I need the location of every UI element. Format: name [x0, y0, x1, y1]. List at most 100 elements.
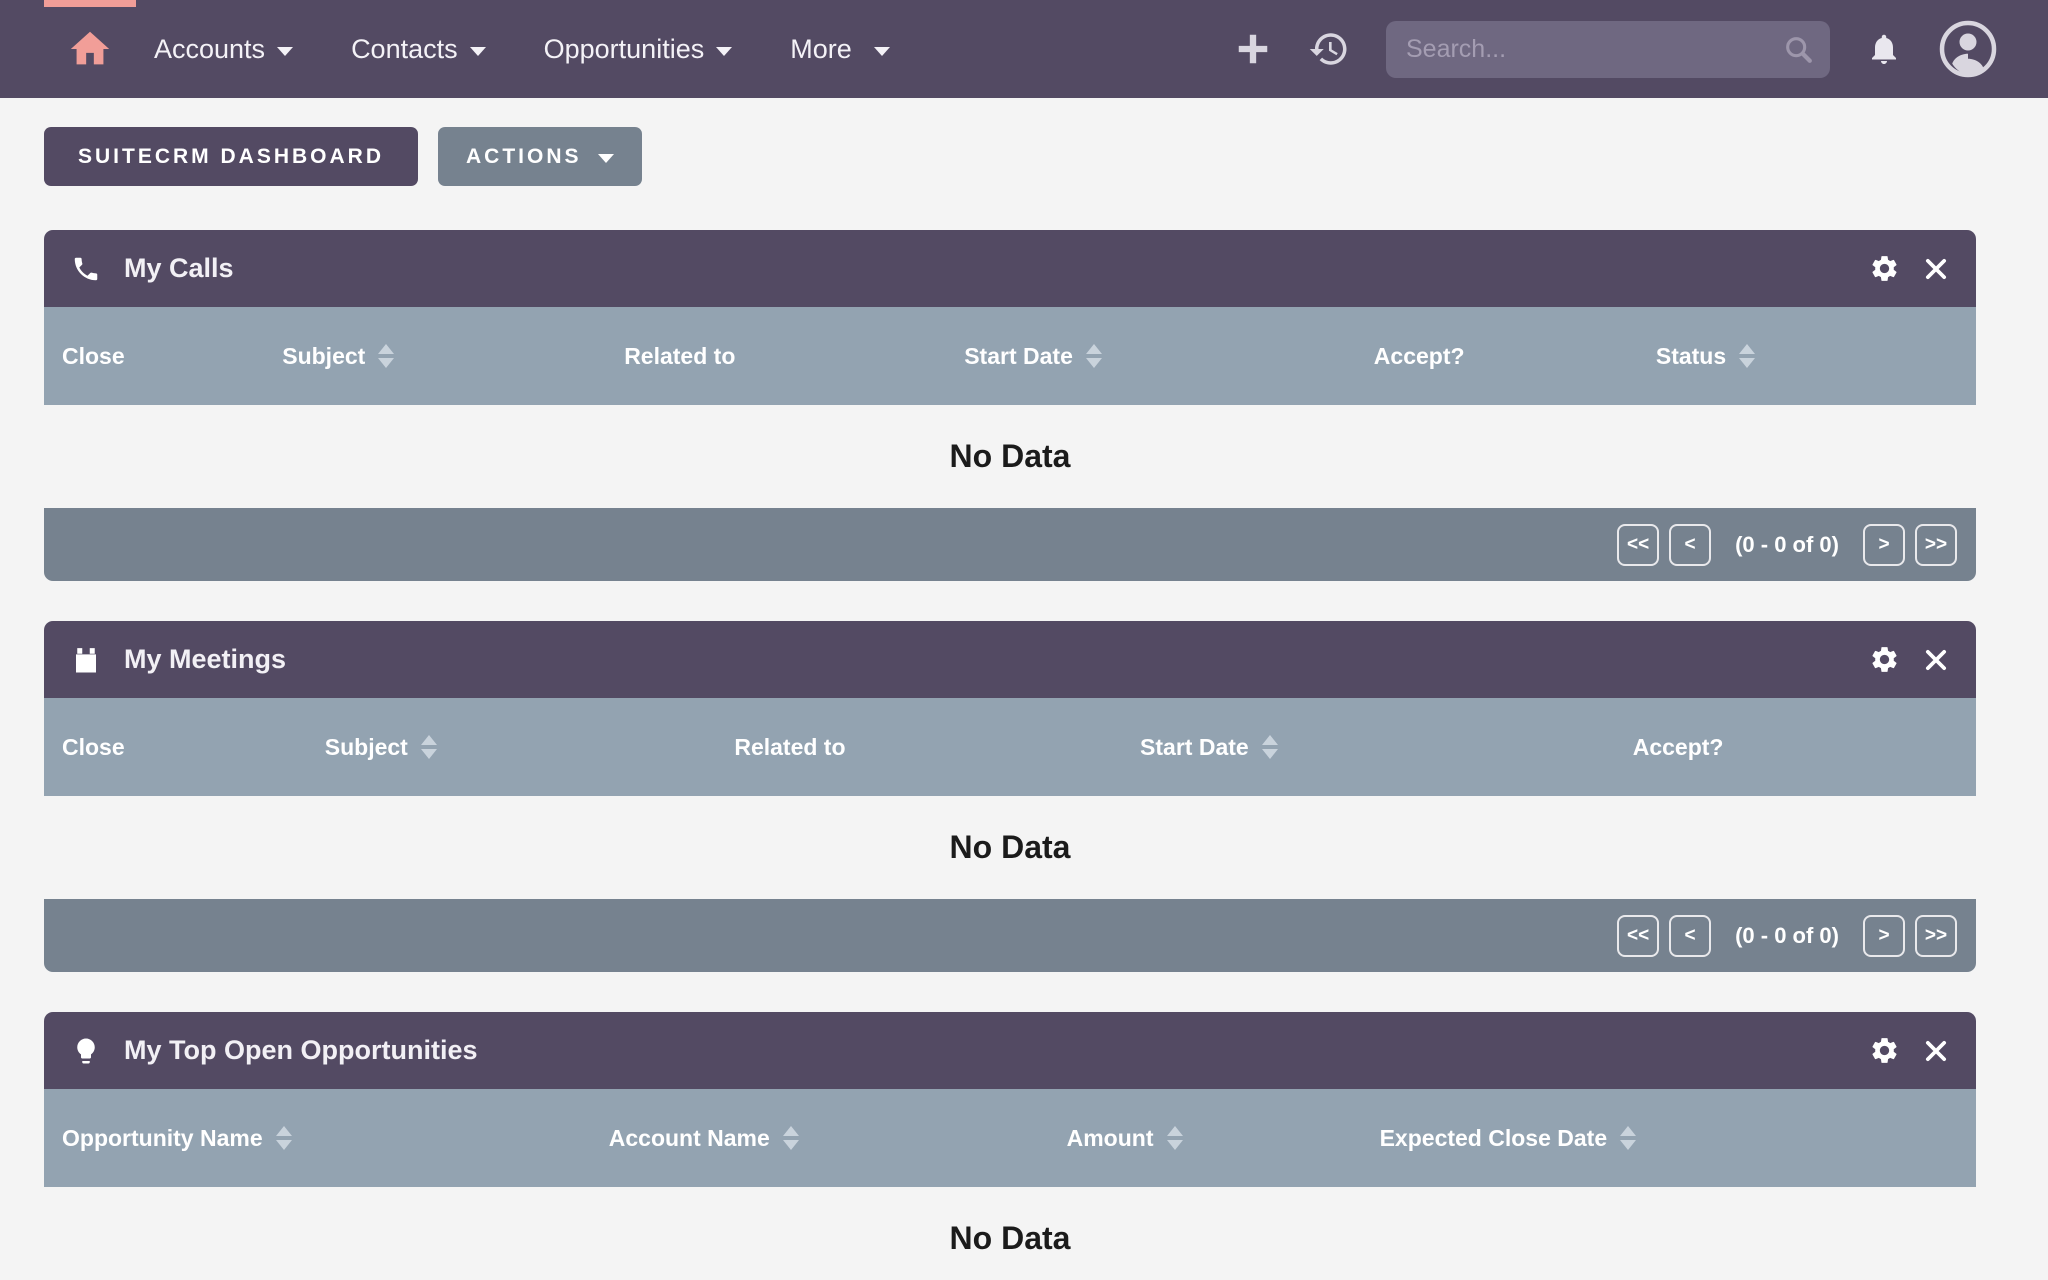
next-page-button[interactable]: >: [1863, 523, 1905, 566]
nav-item-more[interactable]: More: [790, 34, 890, 65]
sort-icon[interactable]: [782, 1126, 799, 1150]
dashlet-header[interactable]: My Top Open Opportunities: [44, 1012, 1976, 1089]
previous-page-button[interactable]: <: [1669, 523, 1712, 566]
dashlet-body: No Data: [44, 1187, 1976, 1280]
sort-icon[interactable]: [275, 1126, 292, 1150]
last-page-button[interactable]: >>: [1915, 914, 1957, 957]
column-header-expected-close-date[interactable]: Expected Close Date: [1362, 1125, 1976, 1152]
suitecrm-dashboard-button[interactable]: SUITECRM DASHBOARD: [44, 127, 418, 186]
dashlet-title: My Calls: [124, 253, 234, 283]
gear-icon: [1872, 1038, 1897, 1063]
column-header-close: Close: [44, 734, 307, 761]
column-label: Accept?: [1373, 342, 1465, 369]
first-page-button[interactable]: <<: [1617, 914, 1660, 957]
column-label: Status: [1655, 342, 1727, 369]
column-header-accept: Accept?: [1356, 343, 1638, 370]
lightbulb-icon: [70, 1035, 102, 1067]
recently-viewed-button[interactable]: [1308, 28, 1350, 70]
column-label: Opportunity Name: [62, 1124, 263, 1151]
sort-icon[interactable]: [1085, 344, 1102, 368]
next-page-button[interactable]: >: [1863, 914, 1905, 957]
pagination-label: (0 - 0 of 0): [1735, 922, 1839, 948]
history-icon: [1309, 33, 1347, 65]
column-label: Close: [62, 342, 125, 369]
dashlet-title: My Meetings: [124, 644, 287, 674]
nav-item-label: Contacts: [351, 33, 458, 64]
column-header-amount[interactable]: Amount: [1049, 1125, 1362, 1152]
nav-item-accounts[interactable]: Accounts: [154, 33, 294, 65]
close-icon: [1925, 1040, 1947, 1061]
plus-icon: [1238, 34, 1268, 64]
nav-item-contacts[interactable]: Contacts: [351, 34, 486, 65]
dashlet-close-button[interactable]: [1922, 1037, 1950, 1065]
pagination-label: (0 - 0 of 0): [1735, 531, 1839, 557]
profile-button[interactable]: [1938, 19, 1998, 79]
no-data-message: No Data: [949, 438, 1071, 474]
column-label: Start Date: [964, 342, 1073, 369]
column-header-related-to: Related to: [606, 343, 946, 370]
first-page-button[interactable]: <<: [1617, 523, 1660, 566]
home-button[interactable]: [44, 0, 136, 98]
sort-icon[interactable]: [1739, 344, 1756, 368]
dashlet-settings-button[interactable]: [1869, 1035, 1900, 1066]
column-label: Start Date: [1140, 733, 1249, 760]
actions-button-label: ACTIONS: [466, 144, 582, 168]
sort-icon[interactable]: [1261, 735, 1278, 759]
column-header-close: Close: [44, 343, 264, 370]
dashlet-close-button[interactable]: [1922, 255, 1950, 283]
search-icon[interactable]: [1782, 33, 1816, 67]
chevron-down-icon: [716, 46, 733, 56]
gear-icon: [1872, 256, 1897, 281]
close-icon: [1925, 649, 1947, 670]
home-icon: [70, 31, 110, 65]
column-header-related-to: Related to: [716, 734, 1122, 761]
phone-icon: [70, 253, 102, 285]
sort-icon[interactable]: [1166, 1126, 1183, 1150]
actions-button[interactable]: ACTIONS: [438, 127, 642, 186]
last-page-button[interactable]: >>: [1915, 523, 1957, 566]
active-tab-indicator: [44, 0, 136, 7]
column-header-start-date[interactable]: Start Date: [946, 343, 1356, 370]
dashlet-my-calls: My Calls Close Subject Related to Start Dat…: [44, 230, 1976, 581]
dashlets-container: My Calls Close Subject Related to Start Dat…: [44, 230, 1976, 1280]
sort-icon[interactable]: [420, 735, 437, 759]
nav-menu: Accounts Contacts Opportunities More: [154, 34, 890, 65]
search-box: [1386, 20, 1830, 78]
dashlet-my-top-open-opportunities: My Top Open Opportunities Opportunity Na…: [44, 1012, 1976, 1280]
nav-item-label: Accounts: [154, 33, 266, 64]
dashlet-body: No Data: [44, 405, 1976, 508]
avatar-icon: [1939, 20, 1997, 78]
sort-icon[interactable]: [1620, 1126, 1637, 1150]
nav-item-label: More: [790, 33, 852, 64]
dashboard-toolbar: SUITECRM DASHBOARD ACTIONS: [44, 127, 2048, 186]
previous-page-button[interactable]: <: [1669, 914, 1712, 957]
pagination-bar: << < (0 - 0 of 0) > >>: [44, 508, 1976, 581]
column-header-start-date[interactable]: Start Date: [1122, 734, 1615, 761]
chevron-down-icon: [597, 154, 614, 163]
column-label: Account Name: [608, 1124, 770, 1151]
dashlet-settings-button[interactable]: [1869, 644, 1900, 675]
navbar-actions: [1234, 19, 2048, 79]
dashlet-settings-button[interactable]: [1869, 253, 1900, 284]
dashlet-header[interactable]: My Meetings: [44, 621, 1976, 698]
dashlet-close-button[interactable]: [1922, 646, 1950, 674]
column-header-status[interactable]: Status: [1638, 343, 1976, 370]
column-header-account-name[interactable]: Account Name: [591, 1125, 1049, 1152]
sort-icon[interactable]: [378, 344, 395, 368]
column-header-subject[interactable]: Subject: [307, 734, 717, 761]
calendar-icon: [70, 644, 102, 676]
dashlet-header[interactable]: My Calls: [44, 230, 1976, 307]
no-data-message: No Data: [949, 1220, 1071, 1256]
nav-item-opportunities[interactable]: Opportunities: [544, 34, 733, 65]
chevron-down-icon: [277, 46, 294, 56]
column-header-opportunity-name[interactable]: Opportunity Name: [44, 1125, 591, 1152]
notifications-button[interactable]: [1866, 31, 1902, 67]
chevron-down-icon: [469, 46, 486, 56]
nav-item-label: Opportunities: [543, 33, 705, 64]
column-header-subject[interactable]: Subject: [264, 343, 606, 370]
search-input[interactable]: [1386, 20, 1830, 78]
quick-create-button[interactable]: [1234, 30, 1272, 68]
column-label: Close: [62, 733, 125, 760]
top-navbar: Accounts Contacts Opportunities More: [0, 0, 2048, 98]
table-header-row: Close Subject Related to Start Date Accept? S…: [44, 307, 1976, 405]
